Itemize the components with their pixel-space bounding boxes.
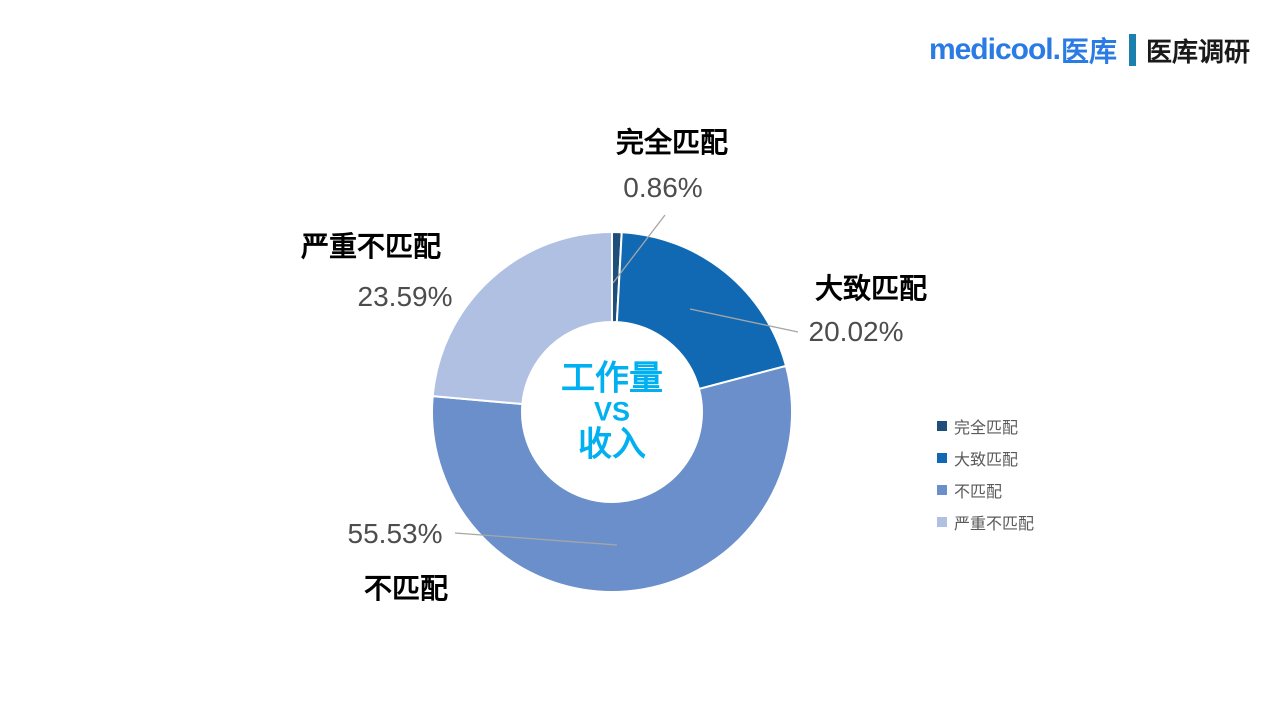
leader-line-0	[612, 214, 666, 284]
callout-value-complete-match: 0.86%	[623, 172, 703, 203]
legend-label-severe-mismatch: 严重不匹配	[954, 516, 1035, 533]
leader-line-2	[454, 532, 618, 546]
center-label-line1: 工作量	[561, 359, 663, 398]
callout-value-severe-mismatch: 23.59%	[357, 281, 453, 312]
leader-line-1	[689, 308, 799, 333]
sub-brand-label: 医库调研	[1145, 36, 1250, 67]
legend-item-severe-mismatch: 严重不匹配	[937, 506, 1034, 538]
logo-divider	[1128, 34, 1136, 66]
donut-slice-1	[615, 231, 787, 390]
callout-value-rough-match: 20.02%	[808, 316, 904, 347]
center-label-line3: 收入	[578, 425, 646, 464]
legend-item-rough-match: 大致匹配	[937, 442, 1034, 474]
callout-value-no-match: 55.53%	[347, 518, 443, 549]
donut-slice-3	[431, 231, 613, 406]
callout-label-severe-mismatch: 严重不匹配	[300, 231, 442, 262]
legend-item-complete-match: 完全匹配	[937, 410, 1034, 442]
medicool-logo-cn: 医库	[1060, 36, 1117, 67]
donut-slice-2	[431, 364, 793, 594]
legend-item-no-match: 不匹配	[937, 474, 1034, 506]
center-label-line2: VS	[593, 396, 631, 427]
callout-label-rough-match: 大致匹配	[814, 273, 928, 304]
legend-label-no-match: 不匹配	[954, 484, 1003, 501]
chart-legend: 完全匹配 大致匹配 不匹配 严重不匹配	[937, 410, 1034, 538]
legend-label-rough-match: 大致匹配	[954, 452, 1019, 469]
callout-label-no-match: 不匹配	[363, 573, 449, 604]
legend-swatch-no-match	[937, 485, 947, 495]
donut-center-label: 工作量 VS 收入	[561, 359, 663, 464]
legend-swatch-complete-match	[937, 421, 947, 431]
legend-label-complete-match: 完全匹配	[954, 420, 1019, 437]
legend-swatch-severe-mismatch	[937, 517, 947, 527]
callout-label-complete-match: 完全匹配	[615, 127, 729, 158]
legend-swatch-rough-match	[937, 453, 947, 463]
medicool-logo-text: medicool.	[928, 33, 1061, 66]
brand-header: medicool. 医库 医库调研	[929, 30, 1250, 70]
